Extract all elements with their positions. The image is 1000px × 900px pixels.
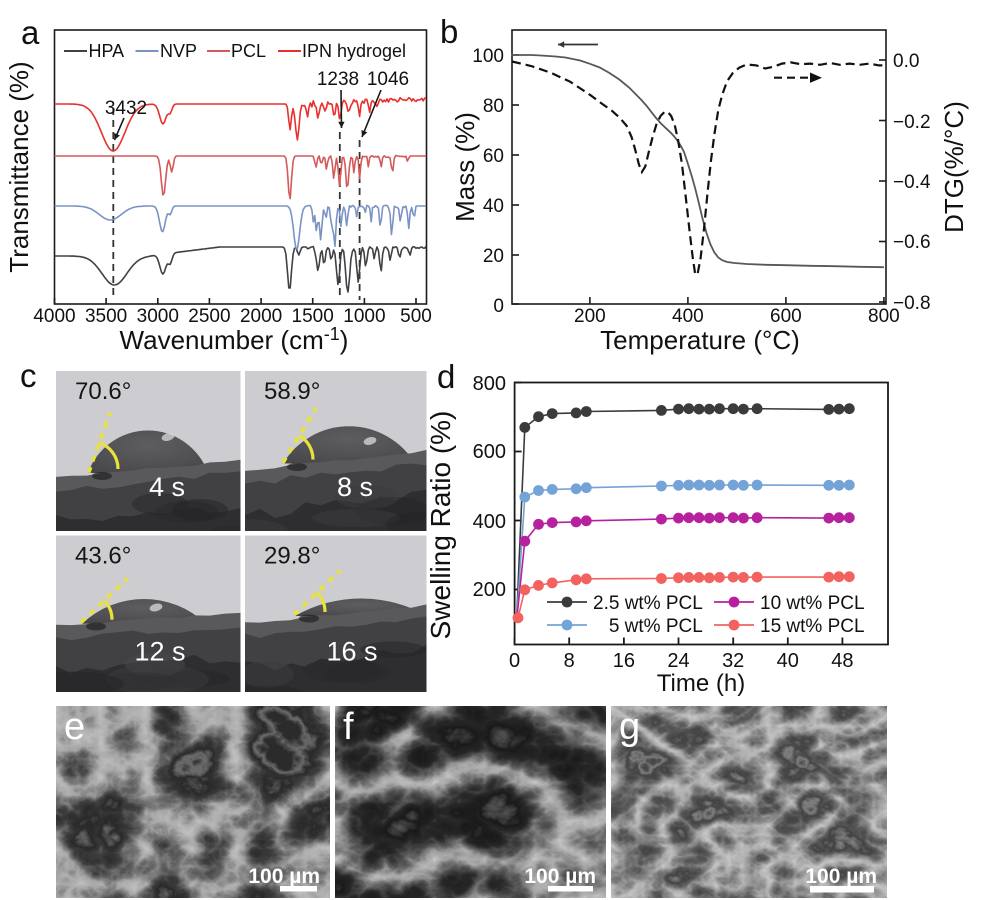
- svg-text:70.6°: 70.6°: [75, 378, 131, 405]
- svg-text:f: f: [343, 706, 354, 748]
- svg-text:500: 500: [400, 306, 432, 327]
- svg-text:12 s: 12 s: [134, 637, 185, 667]
- svg-text:100 µm: 100 µm: [805, 865, 877, 888]
- svg-text:800: 800: [473, 373, 506, 395]
- svg-text:16: 16: [613, 650, 635, 672]
- svg-text:100 µm: 100 µm: [248, 865, 320, 888]
- svg-text:600: 600: [770, 306, 802, 327]
- svg-text:Swelling Ratio (%): Swelling Ratio (%): [425, 411, 456, 640]
- svg-text:Transmittance (%): Transmittance (%): [4, 61, 34, 272]
- svg-text:600: 600: [473, 441, 506, 463]
- svg-text:b: b: [440, 13, 458, 50]
- svg-text:60: 60: [483, 146, 504, 167]
- svg-text:Wavenumber (cm-1): Wavenumber (cm-1): [120, 324, 349, 355]
- svg-text:8 s: 8 s: [337, 472, 373, 502]
- svg-text:3500: 3500: [85, 306, 127, 327]
- svg-text:2000: 2000: [240, 306, 282, 327]
- svg-text:4000: 4000: [33, 306, 75, 327]
- svg-text:a: a: [21, 14, 40, 51]
- svg-text:10 wt% PCL: 10 wt% PCL: [760, 593, 865, 614]
- svg-text:800: 800: [868, 306, 900, 327]
- svg-text:Mass (%): Mass (%): [450, 112, 480, 222]
- svg-text:100: 100: [472, 46, 504, 67]
- svg-text:400: 400: [473, 511, 506, 533]
- svg-text:0.0: 0.0: [893, 51, 919, 72]
- svg-text:HPA: HPA: [89, 41, 125, 61]
- svg-text:2500: 2500: [188, 306, 230, 327]
- svg-text:0: 0: [509, 650, 520, 672]
- svg-text:−0.6: −0.6: [893, 232, 931, 253]
- svg-text:43.6°: 43.6°: [75, 543, 131, 570]
- svg-text:−0.2: −0.2: [893, 112, 931, 133]
- svg-text:3432: 3432: [105, 98, 147, 119]
- svg-text:1000: 1000: [343, 306, 385, 327]
- svg-text:IPN hydrogel: IPN hydrogel: [302, 41, 406, 61]
- svg-text:24: 24: [667, 650, 689, 672]
- svg-text:29.8°: 29.8°: [264, 543, 320, 570]
- svg-text:Temperature (°C): Temperature (°C): [600, 325, 800, 355]
- svg-text:Time (h): Time (h): [657, 670, 745, 697]
- svg-text:0: 0: [493, 296, 504, 317]
- svg-text:8: 8: [564, 650, 575, 672]
- svg-text:−0.8: −0.8: [893, 293, 931, 314]
- svg-text:100 µm: 100 µm: [524, 865, 596, 888]
- svg-text:5 wt% PCL: 5 wt% PCL: [593, 616, 703, 637]
- svg-text:15 wt% PCL: 15 wt% PCL: [760, 616, 865, 637]
- svg-text:1500: 1500: [292, 306, 334, 327]
- svg-text:4 s: 4 s: [149, 472, 185, 502]
- svg-text:c: c: [20, 357, 37, 394]
- svg-text:g: g: [619, 706, 640, 748]
- svg-text:80: 80: [483, 96, 504, 117]
- svg-text:d: d: [437, 358, 455, 395]
- svg-text:48: 48: [831, 650, 853, 672]
- svg-text:58.9°: 58.9°: [264, 378, 320, 405]
- svg-text:PCL: PCL: [231, 41, 266, 61]
- svg-text:40: 40: [777, 650, 799, 672]
- svg-text:16 s: 16 s: [326, 637, 377, 667]
- svg-text:DTG(%/°C): DTG(%/°C): [939, 101, 969, 233]
- svg-text:−0.4: −0.4: [893, 172, 931, 193]
- svg-text:20: 20: [483, 246, 504, 267]
- svg-text:NVP: NVP: [160, 41, 197, 61]
- svg-text:3000: 3000: [137, 306, 179, 327]
- svg-text:40: 40: [483, 196, 504, 217]
- svg-text:1046: 1046: [367, 69, 409, 90]
- svg-text:1238: 1238: [317, 69, 359, 90]
- svg-text:400: 400: [672, 306, 704, 327]
- svg-text:32: 32: [722, 650, 744, 672]
- svg-text:200: 200: [574, 306, 606, 327]
- svg-text:e: e: [64, 706, 85, 748]
- svg-text:2.5 wt% PCL: 2.5 wt% PCL: [593, 593, 703, 614]
- svg-text:200: 200: [473, 579, 506, 601]
